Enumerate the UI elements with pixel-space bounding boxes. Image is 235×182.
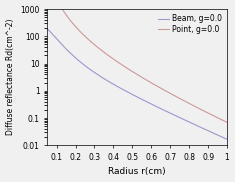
- Y-axis label: Diffuse reflectance Rd(cm^-2): Diffuse reflectance Rd(cm^-2): [6, 19, 15, 135]
- Point, g=0.0: [109, 56, 112, 58]
- Beam, g=0.0: [117, 86, 120, 88]
- Line: Point, g=0.0: Point, g=0.0: [38, 0, 227, 122]
- Point, g=0.0: [226, 121, 228, 123]
- Beam, g=0.0: [36, 23, 39, 25]
- Beam, g=0.0: [226, 138, 228, 140]
- Point, g=0.0: [117, 62, 120, 64]
- Point, g=0.0: [58, 3, 61, 5]
- Beam, g=0.0: [109, 81, 112, 84]
- Legend: Beam, g=0.0, Point, g=0.0: Beam, g=0.0, Point, g=0.0: [157, 13, 223, 35]
- Point, g=0.0: [202, 109, 204, 112]
- X-axis label: Radius r(cm): Radius r(cm): [108, 167, 166, 176]
- Beam, g=0.0: [222, 136, 225, 139]
- Beam, g=0.0: [58, 41, 61, 43]
- Point, g=0.0: [69, 20, 72, 22]
- Point, g=0.0: [222, 119, 225, 122]
- Beam, g=0.0: [69, 52, 72, 54]
- Line: Beam, g=0.0: Beam, g=0.0: [38, 24, 227, 139]
- Beam, g=0.0: [202, 127, 204, 129]
